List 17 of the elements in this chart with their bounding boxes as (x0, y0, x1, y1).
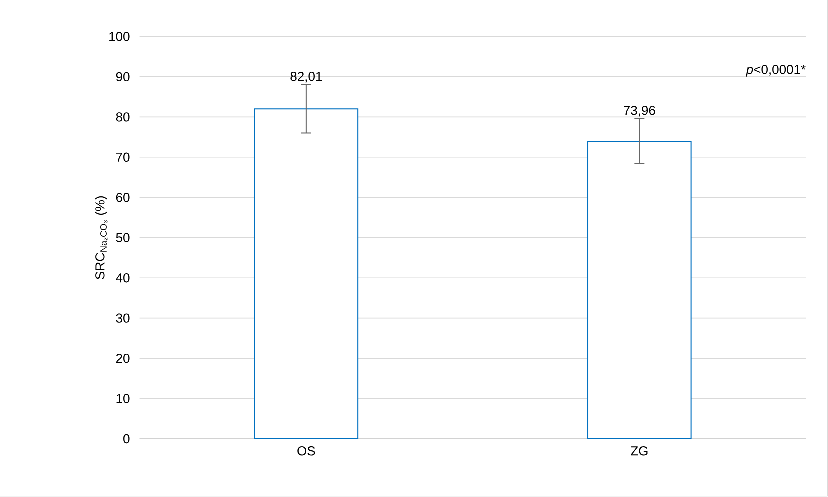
y-tick-label: 40 (116, 274, 130, 283)
x-tick-label: ZG (631, 446, 648, 456)
x-tick-label: OS (298, 446, 316, 456)
annotation: p<0,0001* (746, 65, 806, 77)
y-tick-label: 20 (116, 354, 130, 364)
y-tick-label: 60 (116, 193, 130, 202)
y-tick-label: 70 (116, 152, 130, 162)
data-label: 82,01 (290, 72, 322, 83)
y-tick-label: 0 (124, 434, 130, 444)
y-tick-label: 30 (116, 314, 130, 324)
y-tick-label: 50 (116, 233, 130, 243)
y-tick-label: 10 (116, 394, 130, 404)
y-axis-title: SRC$_{Na₂CO₃}$ (%) (95, 196, 108, 280)
data-label: 73,96 (624, 106, 656, 117)
y-tick-label: 80 (116, 112, 130, 122)
y-tick-label: 100 (110, 32, 130, 42)
y-tick-label: 90 (116, 72, 130, 82)
